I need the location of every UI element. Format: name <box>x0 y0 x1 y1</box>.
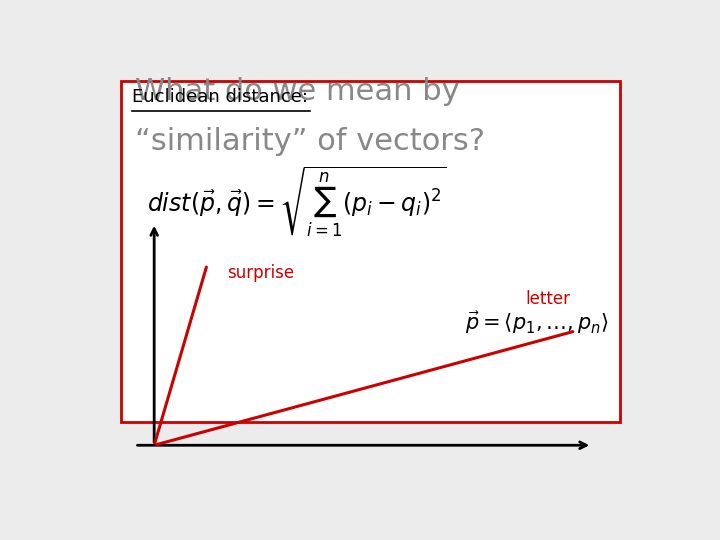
Bar <box>121 82 620 422</box>
Text: surprise: surprise <box>227 265 294 282</box>
Text: letter: letter <box>525 290 570 308</box>
Text: $dist(\vec{p},\vec{q}) = \sqrt{\sum_{i=1}^{n}(p_i - q_i)^2}$: $dist(\vec{p},\vec{q}) = \sqrt{\sum_{i=1… <box>147 165 446 239</box>
Text: What do we mean by: What do we mean by <box>135 77 459 106</box>
Text: $\vec{p} = \langle p_1, \ldots, p_n \rangle$: $\vec{p} = \langle p_1, \ldots, p_n \ran… <box>465 309 609 336</box>
Text: “similarity” of vectors?: “similarity” of vectors? <box>135 127 485 156</box>
Text: Euclidean distance:: Euclidean distance: <box>132 87 308 106</box>
